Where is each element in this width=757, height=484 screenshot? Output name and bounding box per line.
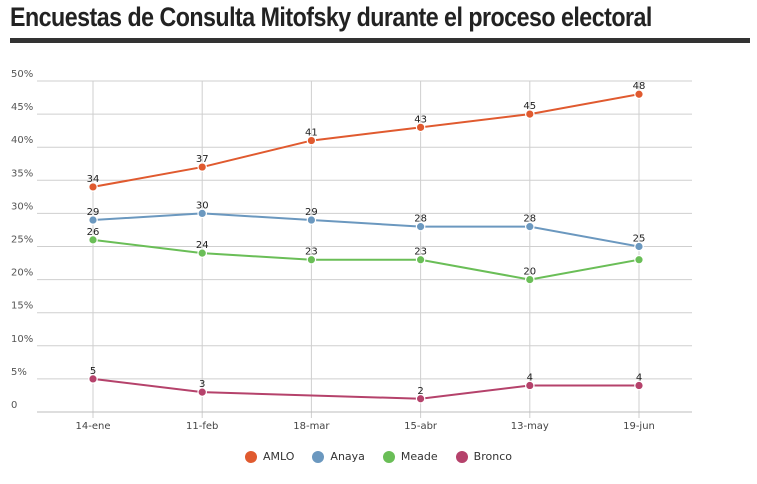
series-line-anaya [92, 212, 640, 248]
legend-marker [312, 450, 325, 463]
legend-label: Meade [400, 450, 438, 463]
data-label-bronco: 3 [199, 379, 205, 390]
legend-item-amlo[interactable]: AMLO [245, 450, 294, 463]
data-point-anaya[interactable] [88, 215, 98, 225]
data-point-bronco[interactable] [524, 380, 535, 391]
legend-item-bronco[interactable]: Bronco [455, 450, 512, 463]
series-meade: 26 24 23 23 20 [87, 227, 644, 285]
legend-marker [455, 450, 468, 463]
data-label-meade: 23 [414, 247, 427, 258]
data-point-meade[interactable] [634, 254, 644, 265]
y-tick-label: 0 [11, 400, 17, 411]
series-line-bronco [92, 377, 639, 400]
data-label-anaya: 29 [305, 207, 318, 218]
data-point-bronco[interactable] [415, 393, 426, 404]
series-bronco: 5 3 2 4 4 [88, 366, 644, 404]
data-label-bronco: 4 [636, 373, 642, 384]
data-label-amlo: 34 [87, 174, 100, 185]
legend-marker [245, 450, 257, 463]
data-label-meade: 24 [196, 240, 209, 251]
x-tick-label: 19-jun [623, 421, 655, 432]
data-point-anaya[interactable] [634, 241, 644, 252]
data-point-amlo[interactable] [634, 89, 644, 100]
data-label-anaya: 25 [633, 234, 646, 245]
series-amlo: 34 37 41 43 45 48 [87, 81, 646, 192]
y-tick-label: 30% [11, 201, 33, 212]
data-label-amlo: 48 [633, 81, 646, 92]
x-tick-label: 14-ene [76, 421, 111, 432]
data-point-amlo[interactable] [88, 182, 98, 192]
data-label-anaya: 28 [523, 214, 536, 225]
data-point-meade[interactable] [197, 248, 207, 258]
data-point-anaya[interactable] [197, 208, 207, 219]
y-axis-ticks: 0 5% 10% 15% 20% 25% 30% 35% 40% 45% 50% [11, 69, 33, 411]
y-tick-label: 35% [11, 168, 33, 179]
data-label-amlo: 37 [196, 154, 209, 165]
data-label-anaya: 28 [414, 214, 427, 225]
data-point-bronco[interactable] [197, 387, 207, 397]
y-tick-label: 45% [11, 102, 33, 113]
data-point-meade[interactable] [415, 254, 426, 265]
data-label-anaya: 30 [196, 200, 209, 211]
line-chart: 0 5% 10% 15% 20% 25% 30% 35% 40% 45% 50% 14-ene 11-… [11, 69, 692, 432]
y-tick-label: 10% [11, 334, 33, 345]
chart-legend: AMLO Anaya Meade Bronco [0, 450, 757, 463]
y-tick-label: 40% [11, 135, 33, 146]
y-tick-label: 25% [11, 235, 33, 246]
data-point-meade[interactable] [524, 274, 535, 285]
data-label-meade: 26 [87, 227, 100, 238]
y-tick-label: 20% [11, 268, 33, 279]
data-point-bronco[interactable] [634, 380, 644, 391]
legend-label: Anaya [330, 450, 365, 463]
data-point-amlo[interactable] [524, 109, 535, 119]
x-tick-label: 15-abr [404, 421, 438, 432]
chart-title: Encuestas de Consulta Mitofsky durante e… [10, 2, 652, 32]
y-tick-label: 15% [11, 301, 33, 312]
data-label-meade: 20 [523, 267, 536, 278]
series-anaya: 29 30 29 28 28 25 [87, 200, 646, 252]
data-point-anaya[interactable] [306, 215, 317, 225]
data-point-amlo[interactable] [415, 122, 426, 133]
legend-item-anaya[interactable]: Anaya [312, 450, 365, 463]
legend-item-meade[interactable]: Meade [382, 450, 438, 463]
legend-marker [382, 450, 395, 463]
data-point-bronco[interactable] [88, 374, 98, 384]
x-tick-label: 11-feb [186, 421, 218, 432]
data-point-amlo[interactable] [306, 135, 317, 146]
data-label-amlo: 41 [305, 128, 318, 139]
data-point-amlo[interactable] [197, 162, 207, 172]
legend-label: Bronco [473, 450, 512, 463]
data-point-anaya[interactable] [524, 221, 535, 232]
data-label-amlo: 43 [414, 114, 427, 125]
data-point-meade[interactable] [306, 254, 317, 265]
data-label-amlo: 45 [523, 101, 536, 112]
data-point-meade[interactable] [88, 235, 98, 245]
x-axis-ticks: 14-ene 11-feb 18-mar 15-abr 13-may 19-jun [76, 421, 655, 432]
series-line-meade [92, 238, 640, 281]
y-tick-label: 5% [11, 367, 27, 378]
data-label-anaya: 29 [87, 207, 100, 218]
x-tick-label: 13-may [511, 421, 549, 432]
x-tick-label: 18-mar [293, 421, 330, 432]
y-tick-label: 50% [11, 69, 33, 80]
data-point-anaya[interactable] [415, 221, 426, 232]
data-label-bronco: 2 [417, 386, 423, 397]
data-label-meade: 23 [305, 247, 318, 258]
legend-label: AMLO [263, 450, 295, 463]
data-label-bronco: 5 [90, 366, 96, 377]
grid-lines [37, 80, 692, 418]
data-label-bronco: 4 [527, 373, 533, 384]
series-line-amlo [92, 93, 640, 188]
title-underline [10, 38, 750, 43]
